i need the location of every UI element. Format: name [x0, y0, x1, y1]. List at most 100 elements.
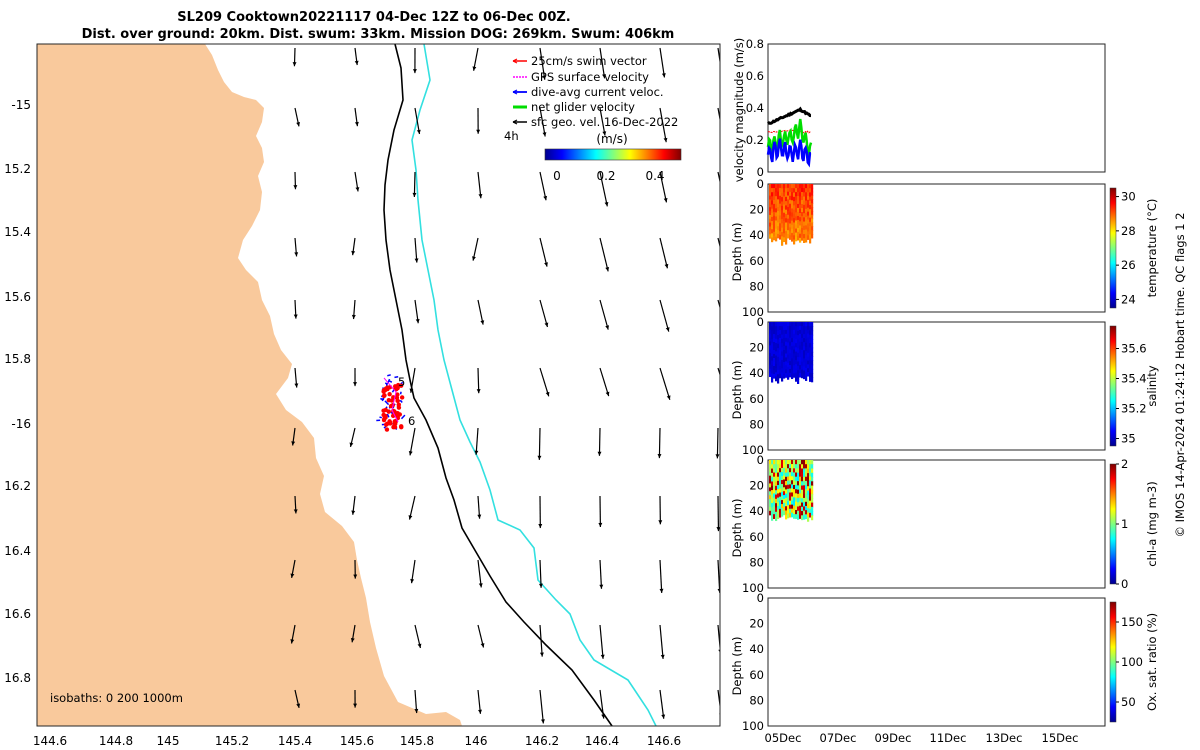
- profile-cell: [783, 330, 786, 335]
- profile-cell: [787, 338, 790, 343]
- profile-cell: [777, 210, 780, 216]
- swim-vector-marker: [399, 395, 405, 400]
- velocity-arrowhead: [476, 389, 481, 394]
- velocity-arrowhead: [538, 523, 543, 529]
- profile-cell: [807, 337, 810, 342]
- velocity-arrowhead: [409, 388, 414, 393]
- profile-cell: [805, 330, 808, 336]
- velocity-arrowhead: [716, 527, 720, 532]
- profile-cell: [775, 516, 778, 522]
- profile-cell: [799, 329, 802, 335]
- profile-cell: [789, 333, 792, 339]
- profile-cell: [783, 460, 786, 465]
- profile-cell: [801, 468, 804, 474]
- profile-cell: [785, 192, 788, 198]
- velocity-arrowhead: [664, 263, 669, 269]
- velocity-arrowhead: [544, 262, 548, 267]
- profile-cell: [801, 373, 804, 379]
- profile-cell: [781, 359, 784, 365]
- lat-tick-label: 16.6: [4, 607, 31, 621]
- depth-axis-label: Depth (m): [730, 637, 744, 696]
- colorbar-tick: 0.2: [596, 169, 615, 183]
- profile-cell: [783, 229, 786, 234]
- profile-cell: [781, 347, 784, 353]
- profile-cell: [805, 485, 808, 490]
- velocity-arrow: [659, 237, 668, 269]
- profile-cell: [811, 360, 814, 366]
- profile-cell: [795, 343, 798, 348]
- track-marker-label: 6: [408, 414, 415, 428]
- profile-cell: [769, 191, 772, 197]
- profile-cell: [783, 487, 786, 492]
- colorbar-tick-label: 0: [1121, 577, 1128, 591]
- profile-cell: [789, 476, 792, 481]
- profile-cell: [793, 468, 796, 474]
- profile-cell: [787, 199, 790, 204]
- profile-cell: [789, 361, 792, 366]
- velocity-arrowhead: [412, 192, 417, 198]
- profile-cell: [769, 487, 772, 492]
- profile-cell: [781, 192, 784, 198]
- profile-cell: [777, 352, 780, 358]
- profile-cell: [781, 232, 784, 238]
- profile-cell: [809, 364, 812, 370]
- profile-cell: [773, 184, 776, 189]
- profile-cell: [807, 356, 810, 362]
- profile-cell: [771, 339, 774, 345]
- profile-cell: [769, 467, 772, 473]
- profile-cell: [807, 227, 810, 233]
- velocity-arrowhead: [601, 714, 606, 719]
- legend-arrowhead-icon: [512, 119, 518, 125]
- profile-cell: [787, 210, 790, 216]
- profile-cell: [805, 217, 808, 222]
- profile-cell: [791, 508, 794, 514]
- velocity-arrowhead: [657, 453, 662, 459]
- profile-cell: [807, 184, 810, 189]
- time-step-label: 4h: [504, 129, 519, 143]
- profile-cell: [809, 226, 812, 231]
- lat-tick-label: 15.6: [4, 290, 31, 304]
- isobath-1000m: [411, 44, 657, 726]
- profile-panel-frame: [767, 321, 1106, 451]
- profile-cell: [785, 468, 788, 474]
- profile-cell: [809, 200, 812, 206]
- profile-cell: [775, 355, 778, 361]
- profile-cell: [801, 220, 804, 225]
- profile-panel-frame: [767, 183, 1106, 313]
- profile-cell: [775, 224, 778, 230]
- profile-cell: [785, 201, 788, 207]
- profile-cell: [807, 215, 810, 221]
- profile-cell: [797, 365, 800, 371]
- profile-cell: [769, 195, 772, 201]
- profile-cell: [779, 191, 782, 197]
- profile-cell: [797, 199, 800, 205]
- profile-cell: [793, 201, 796, 206]
- profile-cell: [809, 460, 812, 465]
- velocity-arrow: [477, 367, 480, 394]
- profile-cell: [793, 472, 796, 478]
- profile-cell: [807, 219, 810, 225]
- profile-cell: [807, 464, 810, 470]
- profile-cell: [797, 235, 800, 241]
- velocity-arrowhead: [294, 383, 299, 388]
- map-panel: 144.6 144.8 145 145.2 145.4 145.6 145.8 …: [4, 43, 721, 748]
- profile-cell: [807, 231, 810, 236]
- profile-cell: [783, 346, 786, 351]
- profile-cell: [807, 468, 810, 474]
- profile-cell: [789, 464, 792, 469]
- velocity-y-axis: 0 0.2 0.4 0.6 0.8: [746, 37, 764, 179]
- profile-cell: [789, 365, 792, 370]
- velocity-arrowhead: [544, 322, 549, 327]
- profile-cell: [771, 364, 774, 370]
- profile-cell: [795, 355, 798, 361]
- profile-cell: [801, 224, 804, 229]
- depth-tick-label: 100: [742, 581, 764, 595]
- profile-cell: [781, 472, 784, 477]
- velocity-arrowhead: [291, 441, 296, 446]
- profile-cell: [795, 334, 798, 340]
- profile-cell: [809, 351, 812, 357]
- velocity-arrowhead: [543, 195, 548, 201]
- profile-cell: [789, 329, 792, 335]
- profile-cell: [781, 512, 784, 517]
- profile-cell: [809, 322, 812, 327]
